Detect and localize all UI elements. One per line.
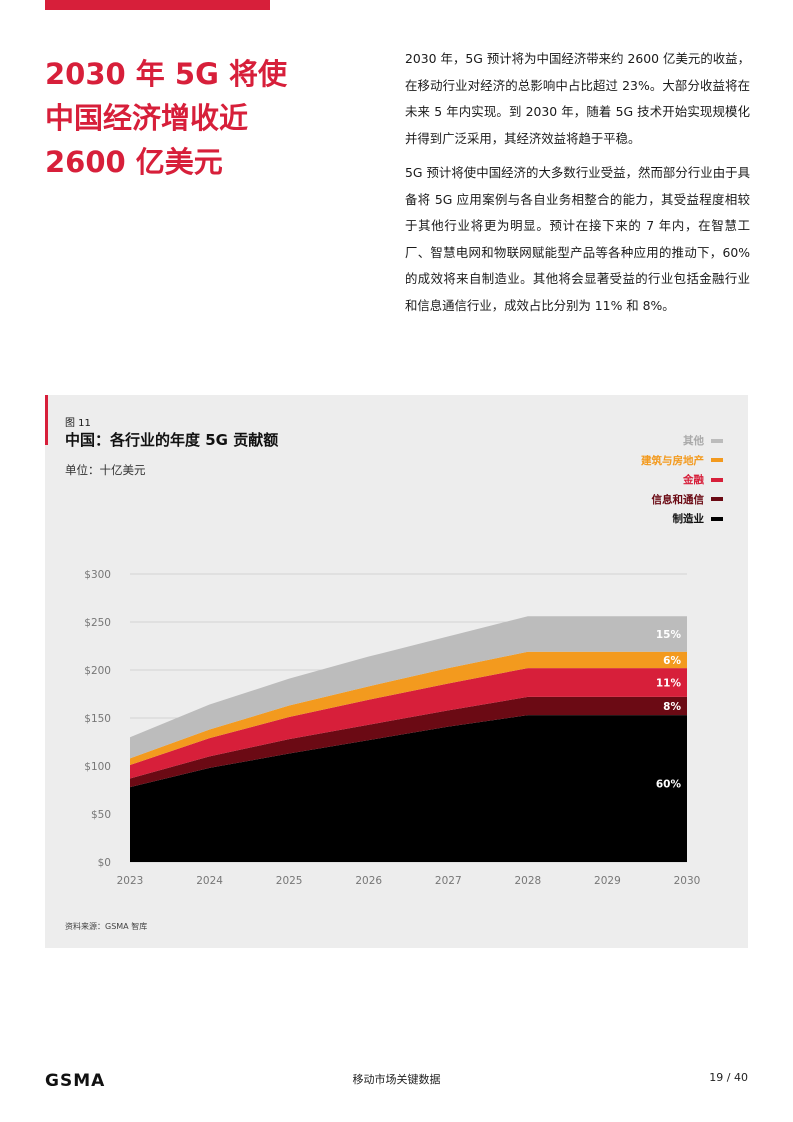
figure-title: 中国：各行业的年度 5G 贡献额	[65, 431, 279, 449]
figure-unit: 单位：十亿美元	[65, 463, 146, 477]
area-series	[130, 616, 687, 759]
legend-label: 其他	[683, 435, 704, 448]
data-label: 60%	[656, 779, 682, 791]
data-label: 11%	[656, 677, 682, 689]
y-tick-label: $150	[84, 713, 111, 725]
x-tick-label: 2025	[276, 875, 303, 887]
legend-swatch	[711, 438, 723, 443]
legend-item: 信息和通信	[641, 490, 723, 510]
figure-label: 图 11	[65, 418, 91, 429]
chart-accent-bar	[45, 395, 48, 445]
x-tick-label: 2026	[355, 875, 382, 887]
y-tick-label: $100	[84, 761, 111, 773]
x-tick-label: 2024	[196, 875, 223, 887]
body-paragraph-1: 2030 年，5G 预计将为中国经济带来约 2600 亿美元的收益，在移动行业对…	[405, 51, 750, 146]
page-number: 19 / 40	[709, 1071, 748, 1084]
area-series	[130, 696, 687, 788]
headline-line-1: 2030 年 5G 将使	[45, 57, 287, 91]
x-tick-label: 2027	[435, 875, 462, 887]
legend-item: 其他	[641, 431, 723, 451]
gsma-logo: GSMA	[45, 1071, 106, 1091]
legend-item: 制造业	[641, 509, 723, 529]
chart-legend: 其他建筑与房地产金融信息和通信制造业	[641, 431, 723, 529]
headline-line-2: 中国经济增收近	[45, 101, 249, 135]
legend-swatch	[711, 458, 723, 463]
legend-swatch	[711, 497, 723, 502]
data-label: 6%	[663, 655, 681, 667]
y-tick-label: $0	[98, 857, 111, 869]
footer-title: 移动市场关键数据	[352, 1073, 441, 1086]
data-label: 8%	[663, 701, 681, 713]
legend-item: 金融	[641, 470, 723, 490]
area-series	[130, 715, 687, 862]
legend-label: 制造业	[672, 513, 705, 526]
area-series	[130, 651, 687, 766]
y-tick-label: $250	[84, 617, 111, 629]
legend-swatch	[711, 516, 723, 521]
y-tick-label: $50	[91, 809, 111, 821]
data-label: 15%	[656, 629, 682, 641]
x-tick-label: 2028	[514, 875, 541, 887]
body-text: 2030 年，5G 预计将为中国经济带来约 2600 亿美元的收益，在移动行业对…	[405, 46, 750, 327]
x-tick-label: 2029	[594, 875, 621, 887]
y-tick-label: $300	[84, 569, 111, 581]
top-accent-bar	[45, 0, 270, 10]
body-paragraph-2: 5G 预计将使中国经济的大多数行业受益，然而部分行业由于具备将 5G 应用案例与…	[405, 165, 750, 313]
legend-label: 建筑与房地产	[641, 454, 704, 467]
stacked-area-chart: $0 $50 $100 $150 $200 $250 $300 2023 2024 2025 202…	[84, 569, 701, 887]
area-series	[130, 668, 687, 779]
x-tick-label: 2023	[117, 875, 144, 887]
legend-label: 信息和通信	[651, 493, 705, 506]
x-tick-label: 2030	[674, 875, 701, 887]
legend-swatch	[711, 477, 723, 482]
legend-label: 金融	[683, 474, 704, 487]
figure-source: 资料来源：GSMA 智库	[65, 922, 148, 931]
headline-line-3: 2600 亿美元	[45, 145, 223, 179]
headline: 2030 年 5G 将使 中国经济增收近 2600 亿美元	[45, 52, 345, 184]
y-tick-label: $200	[84, 665, 111, 677]
legend-item: 建筑与房地产	[641, 451, 723, 471]
